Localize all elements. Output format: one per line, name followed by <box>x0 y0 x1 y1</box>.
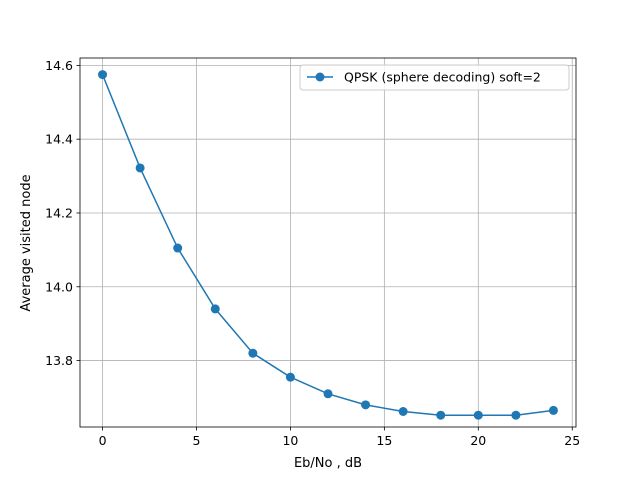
data-point <box>285 372 295 382</box>
y-axis-label: Average visited node <box>19 174 34 311</box>
series-layer <box>98 70 558 420</box>
data-point <box>98 70 108 80</box>
y-tick-label: 14.6 <box>45 58 73 73</box>
y-tick-label: 13.8 <box>45 353 73 368</box>
x-tick-label: 25 <box>564 433 580 448</box>
y-tick-label: 14.0 <box>45 279 73 294</box>
y-tick-label: 14.4 <box>45 132 73 147</box>
data-point <box>473 410 483 420</box>
plot-frame <box>79 57 577 428</box>
data-point <box>135 163 145 173</box>
legend-label: QPSK (sphere decoding) soft=2 <box>344 70 541 85</box>
x-tick-label: 0 <box>99 433 107 448</box>
data-point <box>248 348 258 358</box>
y-tick-label: 14.2 <box>45 205 73 220</box>
x-axis-label: Eb/No , dB <box>294 456 362 471</box>
data-point <box>436 410 446 420</box>
data-point <box>173 243 183 253</box>
legend-box <box>299 64 570 91</box>
legend-marker-swatch <box>315 72 325 82</box>
data-point <box>210 304 220 314</box>
x-tick-label: 20 <box>470 433 486 448</box>
data-point <box>548 405 558 415</box>
data-point <box>361 400 371 410</box>
x-tick-label: 10 <box>282 433 298 448</box>
data-point <box>511 410 521 420</box>
x-tick-label: 5 <box>193 433 201 448</box>
data-point <box>323 389 333 399</box>
x-tick-label: 15 <box>376 433 392 448</box>
legend: QPSK (sphere decoding) soft=2 <box>299 64 570 91</box>
data-point <box>398 407 408 417</box>
axis-ticks: 0 5 10 15 20 25 13.8 14.0 14.2 14.4 14.6 <box>45 58 580 448</box>
